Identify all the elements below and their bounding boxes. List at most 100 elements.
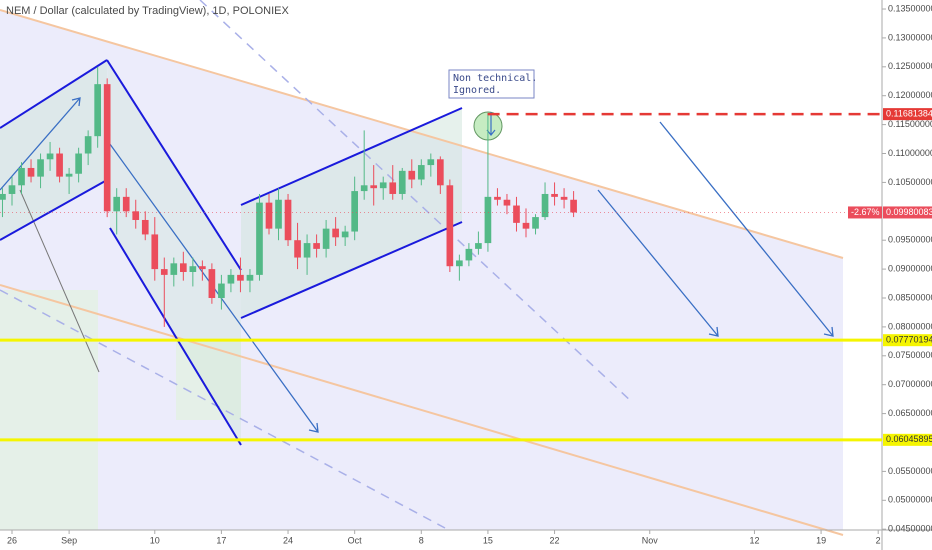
candle-body xyxy=(560,196,568,200)
x-tick-label: Nov xyxy=(642,535,659,545)
candle-body xyxy=(294,240,301,258)
candle-body xyxy=(465,248,473,261)
candle-body xyxy=(446,185,454,267)
candle-body xyxy=(160,269,168,275)
candle-body xyxy=(103,84,111,212)
y-tick-label: 0.05500000 xyxy=(888,466,932,476)
x-tick-label: 12 xyxy=(749,535,759,545)
annotation-box xyxy=(448,69,535,99)
arrow xyxy=(0,97,81,191)
candle-body xyxy=(313,243,320,249)
candle-body xyxy=(208,269,216,299)
candle-body xyxy=(179,263,187,272)
candle-body xyxy=(27,167,35,177)
candle-body xyxy=(189,266,197,272)
dashed-line xyxy=(0,289,446,529)
candle-body xyxy=(141,219,149,235)
price-label-box xyxy=(883,334,932,347)
last-price-box xyxy=(883,206,932,219)
y-tick-label: 0.12000000 xyxy=(888,90,932,100)
y-tick-label: 0.06500000 xyxy=(888,408,932,418)
x-tick-label: 15 xyxy=(483,535,493,545)
candle-body xyxy=(360,185,368,192)
candle-body xyxy=(398,170,406,194)
channel-line xyxy=(0,179,108,241)
y-tick-label: 0.12500000 xyxy=(888,61,932,71)
candle-body xyxy=(170,263,178,275)
change-box xyxy=(848,206,882,219)
annotation: Ignored. xyxy=(453,85,501,96)
candle-body xyxy=(265,202,273,229)
channel-fill xyxy=(0,10,843,530)
candle-body xyxy=(75,153,82,174)
x-tick-label: 19 xyxy=(816,535,826,545)
candle-body xyxy=(218,283,225,299)
candle-body xyxy=(122,196,130,212)
candle-body xyxy=(84,136,92,154)
candle-body xyxy=(275,199,282,229)
candle-body xyxy=(379,182,387,189)
y-tick-label: 0.04500000 xyxy=(888,524,932,534)
candle-body xyxy=(532,217,539,229)
candle-body xyxy=(256,202,263,275)
candle-body xyxy=(484,196,492,244)
channel-bottom xyxy=(0,284,844,536)
x-tick-label: 10 xyxy=(150,535,160,545)
candle-body xyxy=(227,274,235,284)
candle-body xyxy=(332,228,339,238)
candle-body xyxy=(246,274,254,281)
candle-body xyxy=(513,205,520,223)
price-label: 0.11681384 xyxy=(886,109,932,119)
candle-body xyxy=(151,234,159,270)
channel-line xyxy=(240,221,463,319)
candle-body xyxy=(541,193,549,218)
candle-body xyxy=(503,199,511,206)
candle-body xyxy=(427,159,435,166)
candle-body xyxy=(475,243,482,249)
candle-body xyxy=(284,199,292,241)
x-tick-label: 17 xyxy=(216,535,226,545)
y-tick-label: 0.10500000 xyxy=(888,177,932,187)
y-tick-label: 0.09500000 xyxy=(888,235,932,245)
candle-body xyxy=(0,193,6,200)
y-tick-label: 0.07000000 xyxy=(888,379,932,389)
x-tick-label: 22 xyxy=(550,535,560,545)
x-tick-label: 2 xyxy=(876,535,881,545)
y-tick-label: 0.08000000 xyxy=(888,321,932,331)
arrow xyxy=(659,121,834,337)
y-tick-label: 0.05000000 xyxy=(888,495,932,505)
candle-body xyxy=(46,153,54,160)
annotation: Non technical. xyxy=(453,73,537,84)
candle-body xyxy=(56,153,63,177)
candle-body xyxy=(341,231,349,238)
candle-body xyxy=(351,191,358,232)
y-tick-label: 0.13500000 xyxy=(888,3,932,13)
candle-body xyxy=(437,159,444,186)
candle-body xyxy=(37,159,44,177)
channel-line xyxy=(109,227,242,446)
candle-body xyxy=(132,211,140,220)
y-tick-label: 0.08500000 xyxy=(888,292,932,302)
channel-top xyxy=(0,9,844,259)
x-tick-label: Sep xyxy=(61,535,77,545)
candle-body xyxy=(370,185,378,189)
drawings: Non technical. Ignored. xyxy=(0,0,844,536)
candle-body xyxy=(551,193,558,197)
candle-body xyxy=(322,228,330,249)
candle-body xyxy=(199,266,206,270)
price-label-box xyxy=(883,433,932,446)
candle-body xyxy=(408,170,416,180)
candle-body xyxy=(570,199,577,213)
candle-body xyxy=(456,260,463,267)
candle-body xyxy=(237,274,244,281)
dashed-line xyxy=(199,0,633,403)
x-tick-label: 26 xyxy=(7,535,17,545)
change-label: -2.67% xyxy=(851,207,880,217)
arrow xyxy=(597,189,719,337)
price-label: 0.07770194 xyxy=(886,335,932,345)
candle-body xyxy=(94,84,101,137)
price-label: 0.06045895 xyxy=(886,434,932,444)
candle-body xyxy=(303,243,311,258)
last-price-label: 0.09980083 xyxy=(886,207,932,217)
